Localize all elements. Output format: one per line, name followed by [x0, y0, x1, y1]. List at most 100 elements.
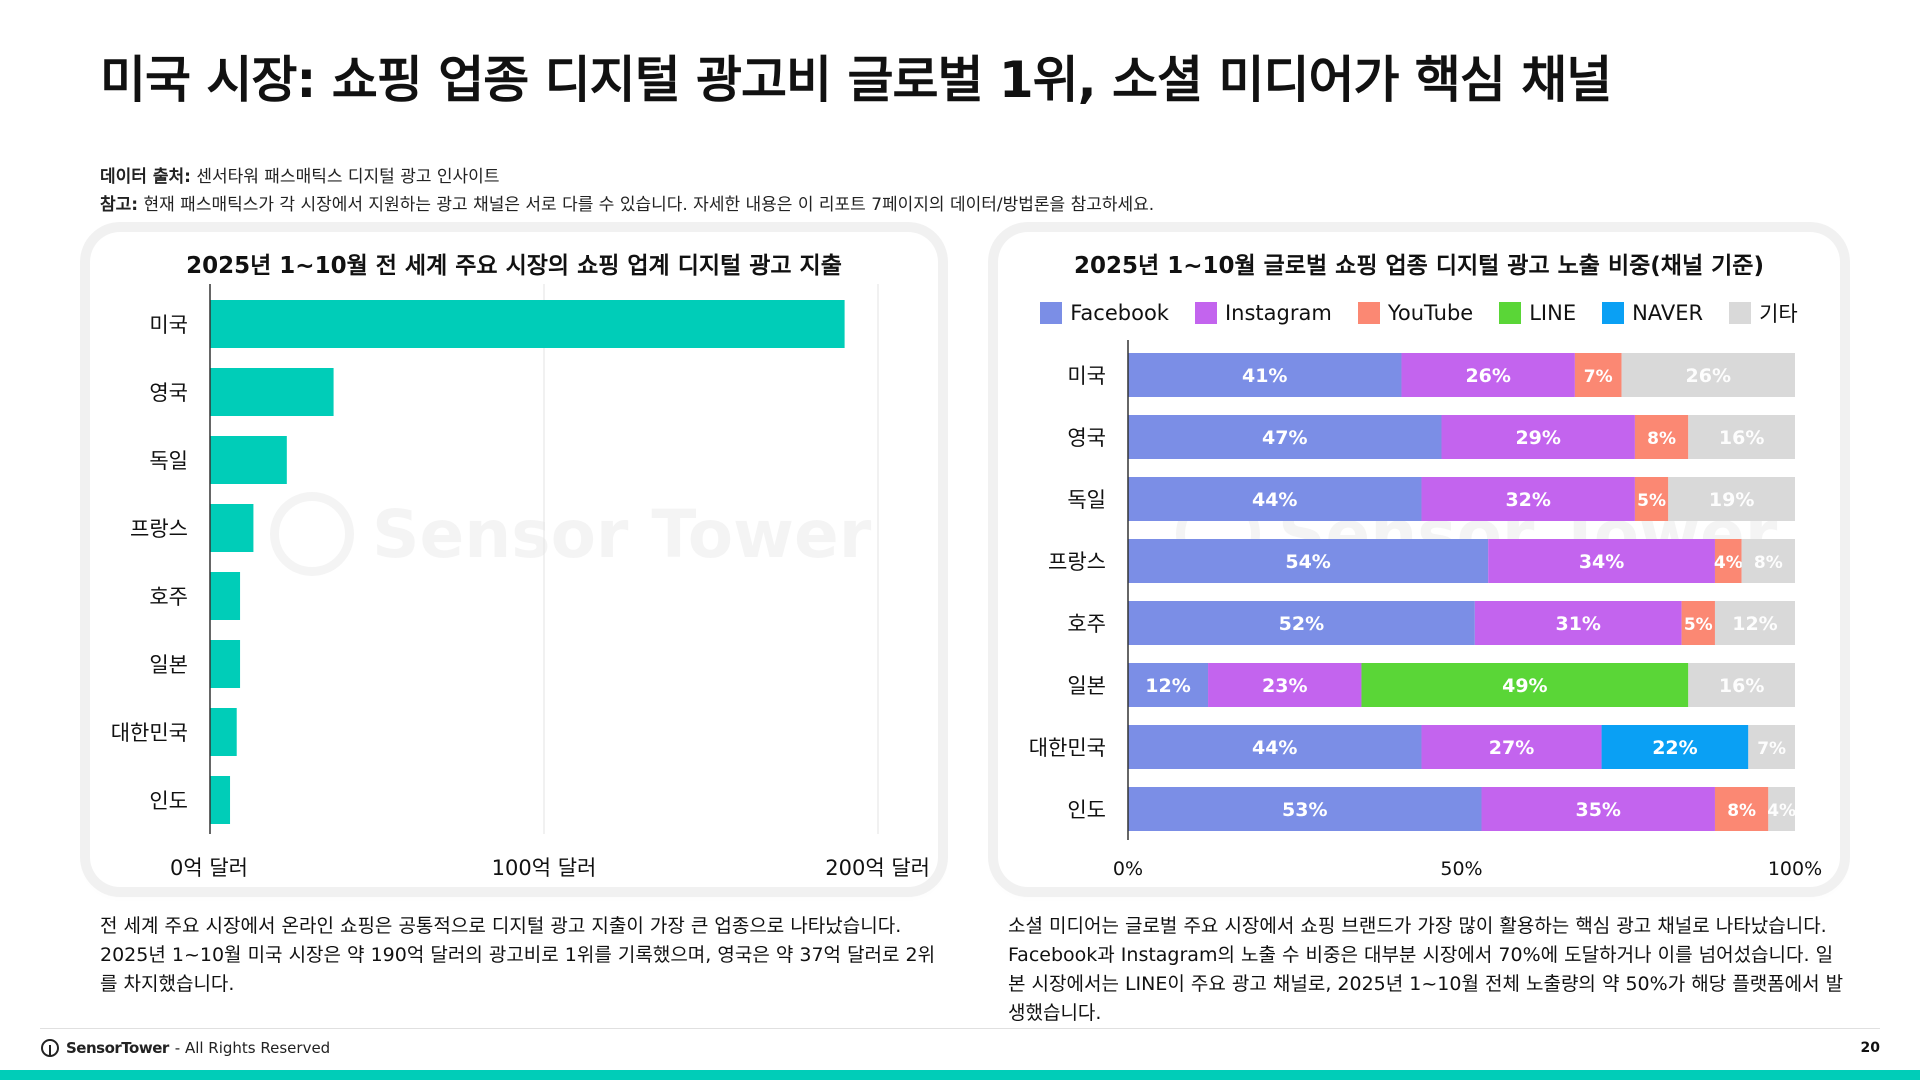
y-category-label: 프랑스 — [1048, 550, 1106, 574]
stacked-segment — [1714, 601, 1795, 645]
bar — [210, 572, 241, 620]
stacked-segment — [1681, 601, 1715, 645]
stacked-segment — [1128, 539, 1489, 583]
stacked-segment — [1128, 601, 1475, 645]
y-category-label: 영국 — [1067, 426, 1106, 450]
bar — [210, 368, 334, 416]
stacked-segment — [1401, 353, 1575, 397]
bar — [210, 300, 845, 348]
data-label: 8% — [1727, 801, 1756, 821]
stacked-segment — [1634, 415, 1689, 459]
left-description: 전 세계 주요 시장에서 온라인 쇼핑은 공통적으로 디지털 광고 지출이 가장… — [100, 915, 936, 995]
legend-item: 기타 — [1729, 298, 1798, 328]
stacked-segment — [1741, 539, 1795, 583]
data-label: 16% — [1719, 427, 1764, 449]
legend-item: YouTube — [1357, 298, 1473, 328]
data-label: 8% — [1754, 553, 1783, 573]
data-label: 27% — [1489, 737, 1534, 759]
footer-divider — [40, 1028, 1880, 1029]
y-category-label: 호주 — [149, 585, 188, 609]
stacked-segment — [1128, 725, 1422, 769]
data-label: 26% — [1465, 365, 1510, 387]
data-label: 54% — [1285, 551, 1330, 573]
stacked-segment — [1474, 601, 1682, 645]
legend-label: LINE — [1529, 301, 1577, 325]
x-tick-label: 100억 달러 — [492, 856, 597, 880]
legend-swatch — [1499, 302, 1522, 324]
legend-label: NAVER — [1632, 301, 1704, 325]
y-category-label: 인도 — [1067, 798, 1106, 822]
footer-brand: SensorTower — [66, 1039, 169, 1057]
data-label: 4% — [1714, 553, 1743, 573]
y-category-label: 일본 — [149, 653, 188, 677]
stacked-segment — [1128, 787, 1482, 831]
bar — [210, 776, 231, 824]
data-label: 22% — [1652, 737, 1697, 759]
bar — [210, 708, 237, 756]
data-label: 35% — [1575, 799, 1620, 821]
y-category-label: 대한민국 — [111, 721, 188, 745]
y-category-label: 영국 — [149, 381, 188, 405]
share-chart-legend: Facebook Instagram YouTube LINE NAVER 기타 — [998, 298, 1840, 328]
legend-label: Facebook — [1070, 301, 1169, 325]
stacked-segment — [1208, 663, 1362, 707]
data-label: 5% — [1637, 491, 1666, 511]
data-label: 47% — [1262, 427, 1307, 449]
y-category-label: 대한민국 — [1029, 736, 1106, 760]
x-tick-label: 0% — [1113, 858, 1143, 880]
stacked-segment — [1634, 477, 1669, 521]
stacked-segment — [1768, 787, 1795, 831]
legend-swatch — [1602, 302, 1625, 324]
stacked-segment — [1361, 663, 1689, 707]
data-label: 49% — [1502, 675, 1547, 697]
stacked-segment — [1688, 663, 1795, 707]
stacked-segment — [1688, 415, 1795, 459]
right-description: 소셜 미디어는 글로벌 주요 시장에서 쇼핑 브랜드가 가장 많이 활용하는 핵… — [1008, 915, 1844, 1024]
legend-item: Instagram — [1194, 298, 1332, 328]
stacked-segment — [1128, 663, 1209, 707]
y-category-label: 호주 — [1067, 612, 1106, 636]
data-label: 16% — [1719, 675, 1764, 697]
stacked-segment — [1128, 415, 1442, 459]
legend-swatch — [1040, 302, 1063, 324]
data-label: 5% — [1684, 615, 1713, 635]
x-tick-label: 200억 달러 — [825, 856, 930, 880]
y-category-label: 독일 — [149, 449, 188, 473]
bar — [210, 436, 287, 484]
legend-label: 기타 — [1759, 302, 1798, 326]
legend-item: NAVER — [1602, 298, 1703, 328]
stacked-segment — [1421, 725, 1602, 769]
share-chart-title: 2025년 1~10월 글로벌 쇼핑 업종 디지털 광고 노출 비중(채널 기준… — [1074, 253, 1764, 279]
bar — [210, 640, 241, 688]
stacked-segment — [1128, 477, 1422, 521]
data-label: 44% — [1252, 737, 1297, 759]
data-label: 29% — [1515, 427, 1560, 449]
stacked-segment — [1621, 353, 1795, 397]
data-label: 8% — [1647, 429, 1676, 449]
page-number: 20 — [1860, 1040, 1880, 1056]
data-label: 26% — [1686, 365, 1731, 387]
spend-chart-card: Sensor Tower 2025년 1~10월 전 세계 주요 시장의 쇼핑 … — [90, 232, 938, 887]
legend-label: Instagram — [1224, 301, 1332, 325]
y-category-label: 미국 — [1067, 364, 1106, 388]
spend-chart-title: 2025년 1~10월 전 세계 주요 시장의 쇼핑 업계 디지털 광고 지출 — [186, 253, 842, 279]
data-label: 12% — [1145, 675, 1190, 697]
data-label: 12% — [1732, 613, 1777, 635]
bottom-accent-bar — [0, 1070, 1920, 1080]
legend-item: Facebook — [1040, 298, 1169, 328]
data-label: 32% — [1505, 489, 1550, 511]
data-source-label: 데이터 출처: — [100, 167, 191, 187]
data-label: 31% — [1555, 613, 1600, 635]
data-label: 34% — [1579, 551, 1624, 573]
y-category-label: 인도 — [149, 789, 188, 813]
data-source-text: 센서타워 패스매틱스 디지털 광고 인사이트 — [196, 167, 500, 187]
share-chart: 41% 26% 7% 26% 미국 47% 29% 8% 16% 영국 44% 32% 5% 19% 독일 5… — [1029, 340, 1822, 880]
x-tick-label: 50% — [1440, 858, 1482, 880]
stacked-segment — [1748, 725, 1795, 769]
data-label: 7% — [1584, 367, 1613, 387]
legend-swatch — [1194, 302, 1217, 324]
share-chart-card: Sensor Tower 2025년 1~10월 글로벌 쇼핑 업종 디지털 광… — [998, 232, 1840, 887]
footer-rights: - All Rights Reserved — [174, 1039, 331, 1057]
y-category-label: 미국 — [149, 313, 188, 337]
